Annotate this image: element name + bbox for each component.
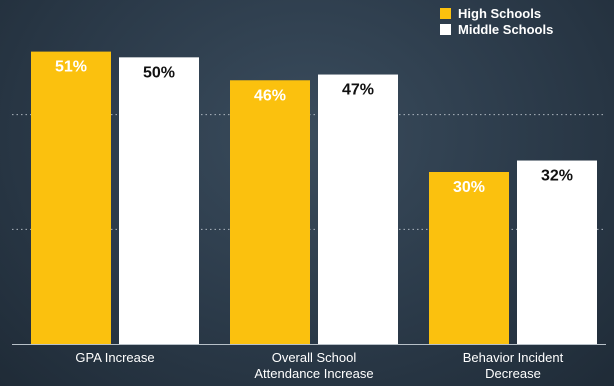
data-label-middle-schools-0: 50%: [143, 64, 175, 81]
legend-swatch-middle-schools: [440, 24, 451, 35]
data-label-high-schools-1: 46%: [254, 87, 286, 104]
category-label-0-line-0: GPA Increase: [75, 350, 154, 365]
data-label-middle-schools-1: 47%: [342, 82, 374, 99]
data-label-high-schools-0: 51%: [55, 59, 87, 76]
data-label-high-schools-2: 30%: [453, 179, 485, 196]
bar-high-schools-1: [230, 80, 310, 345]
category-label-1-line-0: Overall School: [272, 350, 357, 365]
data-label-middle-schools-2: 32%: [541, 168, 573, 185]
bar-middle-schools-0: [119, 57, 199, 344]
category-label-2-line-1: Decrease: [485, 366, 541, 381]
bar-middle-schools-2: [517, 160, 597, 344]
value-labels: 51% 50% 46% 47% 30% 32%: [55, 59, 573, 196]
legend-label-middle-schools: Middle Schools: [458, 22, 553, 37]
legend-label-high-schools: High Schools: [458, 6, 541, 21]
bars: [31, 51, 597, 345]
legend-swatch-high-schools: [440, 8, 451, 19]
bar-high-schools-2: [429, 172, 509, 344]
category-label-2-line-0: Behavior Incident: [463, 350, 564, 365]
category-label-1-line-1: Attendance Increase: [254, 366, 373, 381]
bar-high-schools-0: [31, 51, 111, 344]
bar-middle-schools-1: [318, 74, 398, 345]
